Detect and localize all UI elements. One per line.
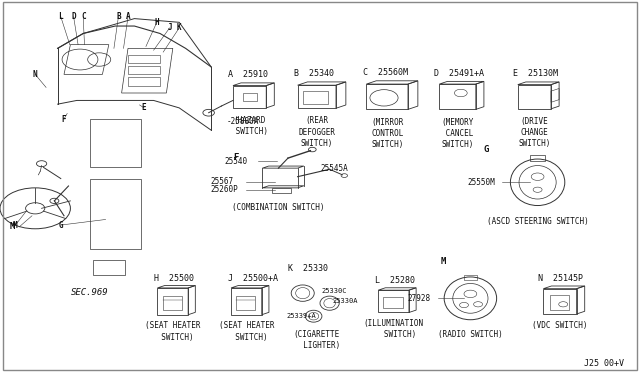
Text: F: F <box>234 153 239 162</box>
Text: H  25500: H 25500 <box>154 273 195 283</box>
Text: J25 00+V: J25 00+V <box>584 359 624 368</box>
Text: 25330C: 25330C <box>322 288 348 294</box>
Text: E: E <box>141 103 147 112</box>
Text: 25339+A: 25339+A <box>286 313 316 319</box>
Text: (SEAT HEATER
  SWITCH): (SEAT HEATER SWITCH) <box>145 321 200 341</box>
Text: E  25130M: E 25130M <box>513 69 557 78</box>
Text: D  25491+A: D 25491+A <box>435 69 484 78</box>
Text: N: N <box>33 70 38 79</box>
Text: -25880A: -25880A <box>227 117 259 126</box>
Text: (COMBINATION SWITCH): (COMBINATION SWITCH) <box>232 203 324 212</box>
Text: M: M <box>440 257 445 266</box>
Text: (VDC SWITCH): (VDC SWITCH) <box>532 321 588 330</box>
Text: SEC.969: SEC.969 <box>71 288 108 296</box>
Text: K  25330: K 25330 <box>288 264 328 273</box>
Text: 25330A: 25330A <box>333 298 358 304</box>
Text: B: B <box>116 12 121 21</box>
Text: G: G <box>483 145 488 154</box>
Text: M: M <box>10 222 15 231</box>
Bar <box>128 66 160 74</box>
Bar <box>128 77 160 86</box>
Text: (REAR
DEFOGGER
SWITCH): (REAR DEFOGGER SWITCH) <box>298 116 335 148</box>
Text: 25260P: 25260P <box>211 185 238 194</box>
Text: B  25340: B 25340 <box>294 69 334 78</box>
Text: M: M <box>13 221 18 230</box>
Text: 25567: 25567 <box>211 177 234 186</box>
Text: J  25500+A: J 25500+A <box>228 273 278 283</box>
Bar <box>128 55 160 63</box>
Text: (RADIO SWITCH): (RADIO SWITCH) <box>438 330 503 339</box>
Text: (DRIVE
CHANGE
SWITCH): (DRIVE CHANGE SWITCH) <box>518 117 550 148</box>
Text: J: J <box>167 23 172 32</box>
Text: G: G <box>58 221 63 230</box>
Text: (MEMORY
 CANCEL
SWITCH): (MEMORY CANCEL SWITCH) <box>442 118 474 149</box>
Text: H: H <box>154 18 159 27</box>
Text: (ASCD STEERING SWITCH): (ASCD STEERING SWITCH) <box>487 217 588 225</box>
Text: (SEAT HEATER
  SWITCH): (SEAT HEATER SWITCH) <box>219 321 274 341</box>
Text: A: A <box>125 12 131 21</box>
Text: (ILLUMINATION
   SWITCH): (ILLUMINATION SWITCH) <box>364 319 424 339</box>
Text: 25540: 25540 <box>224 157 247 166</box>
Text: (MIRROR
CONTROL
SWITCH): (MIRROR CONTROL SWITCH) <box>371 118 403 149</box>
Text: D: D <box>71 12 76 21</box>
Text: 25545A: 25545A <box>320 164 348 173</box>
Text: A  25910: A 25910 <box>228 70 268 79</box>
Text: N  25145P: N 25145P <box>538 274 583 283</box>
Text: L  25280: L 25280 <box>375 276 415 285</box>
Text: C: C <box>81 12 86 21</box>
Text: F: F <box>61 115 67 124</box>
Text: (HAZARD
 SWITCH): (HAZARD SWITCH) <box>231 116 268 136</box>
Text: K: K <box>177 23 182 32</box>
Text: (CIGARETTE
  LIGHTER): (CIGARETTE LIGHTER) <box>294 330 340 350</box>
Text: 27928: 27928 <box>408 294 431 303</box>
Text: C  25560M: C 25560M <box>364 68 408 77</box>
Text: L: L <box>58 12 63 21</box>
Text: 25550M: 25550M <box>467 178 495 187</box>
